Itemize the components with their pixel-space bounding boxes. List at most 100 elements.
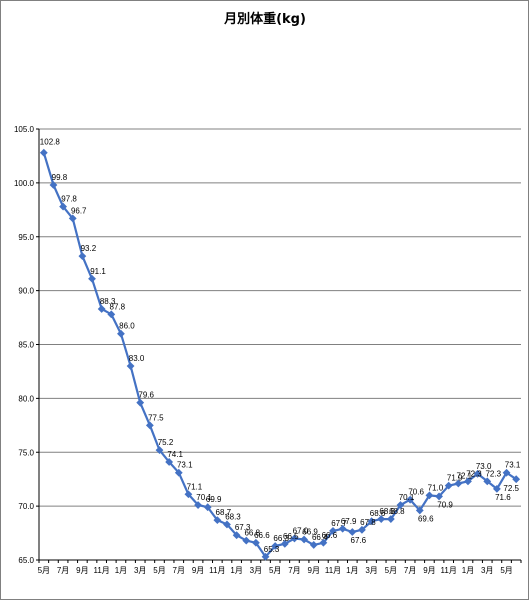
data-label: 66.3 <box>273 534 289 543</box>
data-label: 68.6 <box>370 509 386 518</box>
chart-title: 月別体重(kg) <box>223 11 306 27</box>
data-label: 68.7 <box>216 508 232 517</box>
data-label: 73.1 <box>177 461 193 470</box>
data-point <box>223 520 231 529</box>
data-point <box>329 527 337 535</box>
x-tick-label: 11月 <box>325 566 341 575</box>
data-point <box>512 475 521 484</box>
data-label: 102.8 <box>40 138 61 147</box>
data-label: 75.2 <box>158 438 174 447</box>
x-tick-label: 1月 <box>230 566 242 575</box>
data-point <box>213 516 222 525</box>
data-label: 83.0 <box>129 354 145 363</box>
data-point <box>386 515 395 523</box>
data-labels: 102.8 99.8 97.8 96.7 93.2 91.1 88.387.8 86.0 83.… <box>40 138 521 554</box>
data-point <box>319 538 328 547</box>
x-tick-label: 5月 <box>38 566 50 575</box>
x-tick-label: 7月 <box>57 566 69 575</box>
data-label: 70.6 <box>408 488 424 497</box>
y-tick-label: 105.0 <box>14 125 35 134</box>
x-tick-label: 5月 <box>153 566 165 575</box>
data-point <box>39 148 48 157</box>
x-tick-label: 11月 <box>209 566 225 575</box>
x-tick-label: 5月 <box>500 566 512 575</box>
x-tick-label: 5月 <box>385 566 397 575</box>
data-point <box>194 501 202 509</box>
data-point <box>377 515 386 523</box>
data-label: 79.6 <box>138 391 154 400</box>
data-point <box>271 542 280 550</box>
data-label: 77.5 <box>148 413 164 422</box>
data-point <box>68 214 77 223</box>
data-point <box>155 446 164 455</box>
y-axis: 65.0 70.0 75.0 80.0 85.0 90.0 95.0 100.0 105.0 <box>14 125 40 565</box>
data-label: 67.6 <box>351 536 367 545</box>
data-point <box>280 539 289 548</box>
data-point <box>165 458 174 466</box>
x-tick-label: 1月 <box>462 566 474 575</box>
x-tick-label: 3月 <box>365 566 377 575</box>
data-point <box>184 490 193 499</box>
x-tick-label: 1月 <box>115 566 127 575</box>
data-label: 73.1 <box>505 461 521 470</box>
data-label: 68.3 <box>225 512 241 521</box>
x-tick-label: 5月 <box>269 566 281 575</box>
data-point <box>136 398 145 407</box>
data-label: 67.7 <box>331 519 347 528</box>
x-tick-label: 7月 <box>404 566 416 575</box>
data-label: 71.1 <box>187 482 203 491</box>
data-label: 70.1 <box>196 493 212 502</box>
data-label: 91.1 <box>90 267 106 276</box>
data-point <box>290 534 299 543</box>
data-point <box>242 536 251 545</box>
data-point <box>232 531 241 540</box>
x-tick-label: 7月 <box>173 566 185 575</box>
data-point <box>261 552 270 561</box>
data-label: 68.8 <box>389 507 405 516</box>
data-label: 93.2 <box>81 244 97 253</box>
x-axis: 5月 7月 9月 11月 1月 3月 5月 7月 9月 11月 1月 3月 5月 7月 9月 11月 1月 3月 5… <box>38 559 522 575</box>
data-label: 69.9 <box>206 495 222 504</box>
data-label: 71.6 <box>495 493 511 502</box>
y-tick-label: 95.0 <box>18 233 34 242</box>
data-point <box>483 477 492 486</box>
y-tick-label: 90.0 <box>18 287 34 296</box>
data-point <box>444 481 453 490</box>
data-point <box>117 329 125 338</box>
data-point <box>300 535 309 544</box>
data-label: 67.8 <box>360 518 376 527</box>
data-label: 72.3 <box>466 469 482 478</box>
data-label: 72.5 <box>503 484 519 493</box>
x-tick-label: 9月 <box>192 566 204 575</box>
data-label: 70.9 <box>437 500 453 509</box>
data-point <box>396 501 405 509</box>
data-label: 65.3 <box>264 545 280 554</box>
x-tick-label: 3月 <box>134 566 146 575</box>
data-point <box>49 181 58 189</box>
data-point <box>145 421 154 430</box>
y-tick-label: 100.0 <box>14 179 35 188</box>
data-label: 66.5 <box>283 532 299 541</box>
x-tick-label: 1月 <box>346 566 358 575</box>
x-tick-label: 9月 <box>423 566 435 575</box>
data-label: 86.0 <box>119 322 135 331</box>
y-tick-label: 80.0 <box>18 394 34 403</box>
data-label: 69.6 <box>418 514 434 523</box>
data-point <box>97 305 106 313</box>
y-tick-label: 65.0 <box>18 556 34 565</box>
data-point <box>358 525 366 534</box>
data-point <box>492 484 501 493</box>
y-tick-label: 85.0 <box>18 341 34 350</box>
x-tick-label: 9月 <box>308 566 320 575</box>
data-label: 74.1 <box>167 450 183 459</box>
data-label: 66.9 <box>302 528 318 537</box>
data-label: 72.3 <box>485 469 501 478</box>
data-point <box>415 506 424 515</box>
y-tick-label: 75.0 <box>18 448 34 457</box>
data-point <box>126 362 135 370</box>
data-point <box>338 524 347 533</box>
data-label: 71.9 <box>447 474 463 483</box>
data-label: 66.6 <box>322 531 338 540</box>
x-tick-label: 11月 <box>441 566 457 575</box>
data-point <box>454 479 463 488</box>
